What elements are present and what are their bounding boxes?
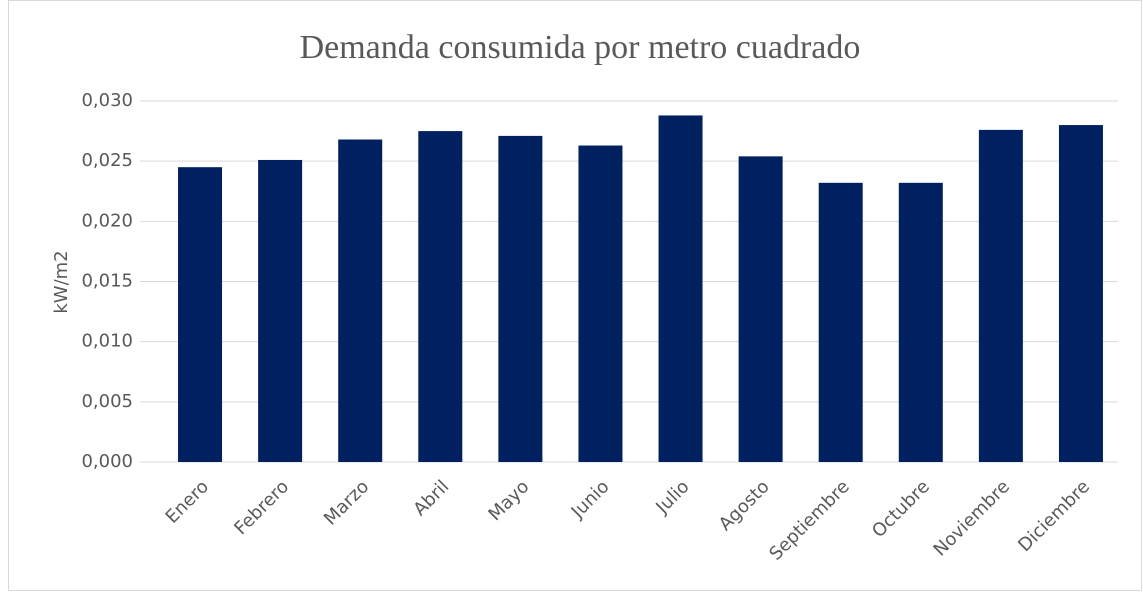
y-tick-label: 0,020 bbox=[81, 210, 133, 231]
bar bbox=[978, 129, 1023, 462]
y-axis-label: kW/m2 bbox=[51, 250, 72, 313]
chart-title: Demanda consumida por metro cuadrado bbox=[300, 29, 861, 66]
bar bbox=[258, 159, 303, 463]
bar bbox=[338, 139, 383, 463]
bar bbox=[898, 182, 943, 462]
y-tick-label: 0,030 bbox=[81, 90, 133, 111]
bar bbox=[178, 167, 223, 462]
y-tick-label: 0,000 bbox=[81, 451, 133, 472]
bar bbox=[818, 182, 863, 462]
bar bbox=[1058, 125, 1103, 463]
y-tick-label: 0,015 bbox=[81, 271, 133, 292]
y-tick-label: 0,025 bbox=[81, 150, 133, 171]
bar bbox=[658, 115, 703, 462]
bar bbox=[498, 135, 543, 462]
y-tick-label: 0,010 bbox=[81, 331, 133, 352]
bar bbox=[738, 156, 783, 462]
bar bbox=[578, 145, 623, 463]
bar bbox=[418, 131, 463, 463]
y-tick-label: 0,005 bbox=[81, 391, 133, 412]
